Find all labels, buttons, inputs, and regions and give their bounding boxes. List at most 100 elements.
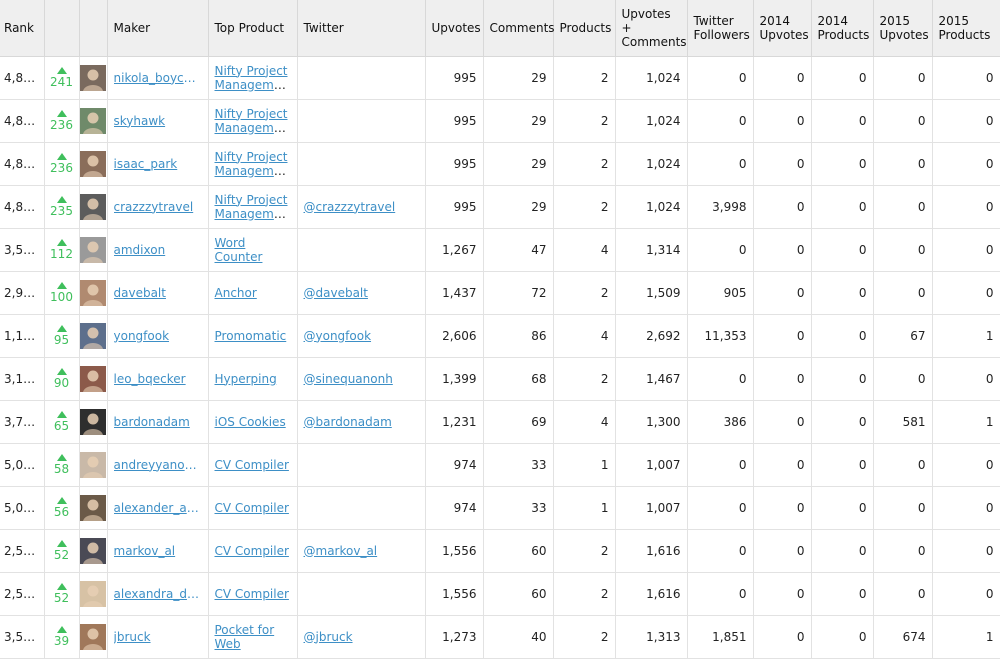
twitter-link[interactable]: @markov_al [303,543,378,558]
twitter-link[interactable]: @yongfook [303,328,372,343]
avatar[interactable] [80,494,106,521]
upvotes-comments-cell: 1,024 [615,142,688,186]
maker-link[interactable]: bardonadam [113,414,190,429]
avatar[interactable] [80,623,106,650]
avatar[interactable] [80,64,106,91]
product-link[interactable]: Nifty Project Management [214,106,294,135]
rank-change-cell: 235 [44,185,80,229]
maker-link[interactable]: andreyyanovs... [113,457,202,472]
rank-change-value: 52 [53,547,70,562]
maker-cell: nikola_boychev [107,56,209,100]
col-rank[interactable]: Rank [0,0,45,57]
avatar[interactable] [80,322,106,349]
col-2015-products[interactable]: 2015 Products [932,0,1000,57]
avatar[interactable] [80,150,106,177]
maker-link[interactable]: markov_al [113,543,176,558]
avatar-cell [79,529,108,573]
upvotes-2015-cell: 0 [873,357,933,401]
product-link[interactable]: CV Compiler [214,500,289,515]
comments-cell: 60 [483,572,554,616]
maker-cell: alexander_ar... [107,486,209,530]
col-2015-upvotes[interactable]: 2015 Upvotes [873,0,933,57]
product-link[interactable]: Nifty Project Management [214,149,294,178]
product-link[interactable]: Nifty Project Management [214,192,294,221]
product-link[interactable]: Hyperping [214,371,277,386]
col-twitter-followers[interactable]: Twitter Followers [687,0,754,57]
maker-link[interactable]: jbruck [113,629,151,644]
twitter-link[interactable]: @jbruck [303,629,353,644]
maker-link[interactable]: alexandra_dosii [113,586,202,601]
maker-link[interactable]: skyhawk [113,113,166,128]
maker-cell: yongfook [107,314,209,358]
twitter-link[interactable]: @crazzzytravel [303,199,396,214]
col-2014-products[interactable]: 2014 Products [811,0,874,57]
avatar[interactable] [80,580,106,607]
twitter-cell: @jbruck [297,615,426,659]
top-product-cell: Nifty Project Management [208,142,298,186]
comments-cell: 68 [483,357,554,401]
avatar[interactable] [80,107,106,134]
table-row: 4,884 235 crazzzytravel Nifty Project Manag… [0,185,1000,229]
avatar[interactable] [80,537,106,564]
product-link[interactable]: iOS Cookies [214,414,286,429]
maker-link[interactable]: amdixon [113,242,166,257]
col-upvotes[interactable]: Upvotes [425,0,484,57]
comments-cell: 29 [483,185,554,229]
maker-link[interactable]: crazzzytravel [113,199,194,214]
col-top-product[interactable]: Top Product [208,0,298,57]
products-2015-cell: 0 [932,572,1000,616]
upvotes-2015-cell: 0 [873,443,933,487]
product-link[interactable]: CV Compiler [214,457,289,472]
avatar[interactable] [80,236,106,263]
products-2014-cell: 0 [811,443,874,487]
col-comments[interactable]: Comments [483,0,555,57]
col-products[interactable]: Products [553,0,616,57]
avatar[interactable] [80,279,106,306]
product-link[interactable]: Word Counter [214,235,263,264]
maker-link[interactable]: alexander_ar... [113,500,202,515]
maker-link[interactable]: davebalt [113,285,166,300]
comments-cell: 60 [483,529,554,573]
rank-change-cell: 56 [44,486,80,530]
products-2014-cell: 0 [811,529,874,573]
twitter-link[interactable]: @davebalt [303,285,368,300]
avatar[interactable] [80,408,106,435]
rank-cell: 2,954 [0,271,45,315]
col-twitter[interactable]: Twitter [297,0,426,57]
col-upvotes-comments[interactable]: Upvotes + Comments [615,0,688,57]
product-link[interactable]: Pocket for Web [214,622,275,651]
col-maker[interactable]: Maker [107,0,209,57]
maker-link[interactable]: leo_bqecker [113,371,186,386]
upvotes-comments-cell: 1,313 [615,615,688,659]
product-link[interactable]: CV Compiler [214,586,289,601]
maker-link[interactable]: yongfook [113,328,170,343]
twitter-link[interactable]: @sinequanonh [303,371,393,386]
twitter-followers-cell: 0 [687,529,754,573]
product-link[interactable]: Promomatic [214,328,287,343]
comments-cell: 29 [483,142,554,186]
avatar[interactable] [80,193,106,220]
table-row: 3,524 39 jbruck Pocket for Web @jbruck 1,273 4… [0,615,1000,659]
rank-cell: 4,886 [0,99,45,143]
products-cell: 4 [553,314,616,358]
col-delta [44,0,80,57]
avatar[interactable] [80,365,106,392]
product-link[interactable]: CV Compiler [214,543,289,558]
product-link[interactable]: Anchor [214,285,257,300]
rank-cell: 2,594 [0,572,45,616]
top-product-cell: Word Counter [208,228,298,272]
twitter-link[interactable]: @bardonadam [303,414,392,429]
products-2014-cell: 0 [811,142,874,186]
twitter-cell: @sinequanonh [297,357,426,401]
products-cell: 2 [553,99,616,143]
rank-change-cell: 90 [44,357,80,401]
rank-change-cell: 100 [44,271,80,315]
maker-link[interactable]: isaac_park [113,156,178,171]
product-link[interactable]: Nifty Project Management [214,63,294,92]
maker-cell: amdixon [107,228,209,272]
twitter-followers-cell: 0 [687,486,754,530]
twitter-followers-cell: 1,851 [687,615,754,659]
col-2014-upvotes[interactable]: 2014 Upvotes [753,0,812,57]
maker-link[interactable]: nikola_boychev [113,70,202,85]
avatar[interactable] [80,451,106,478]
